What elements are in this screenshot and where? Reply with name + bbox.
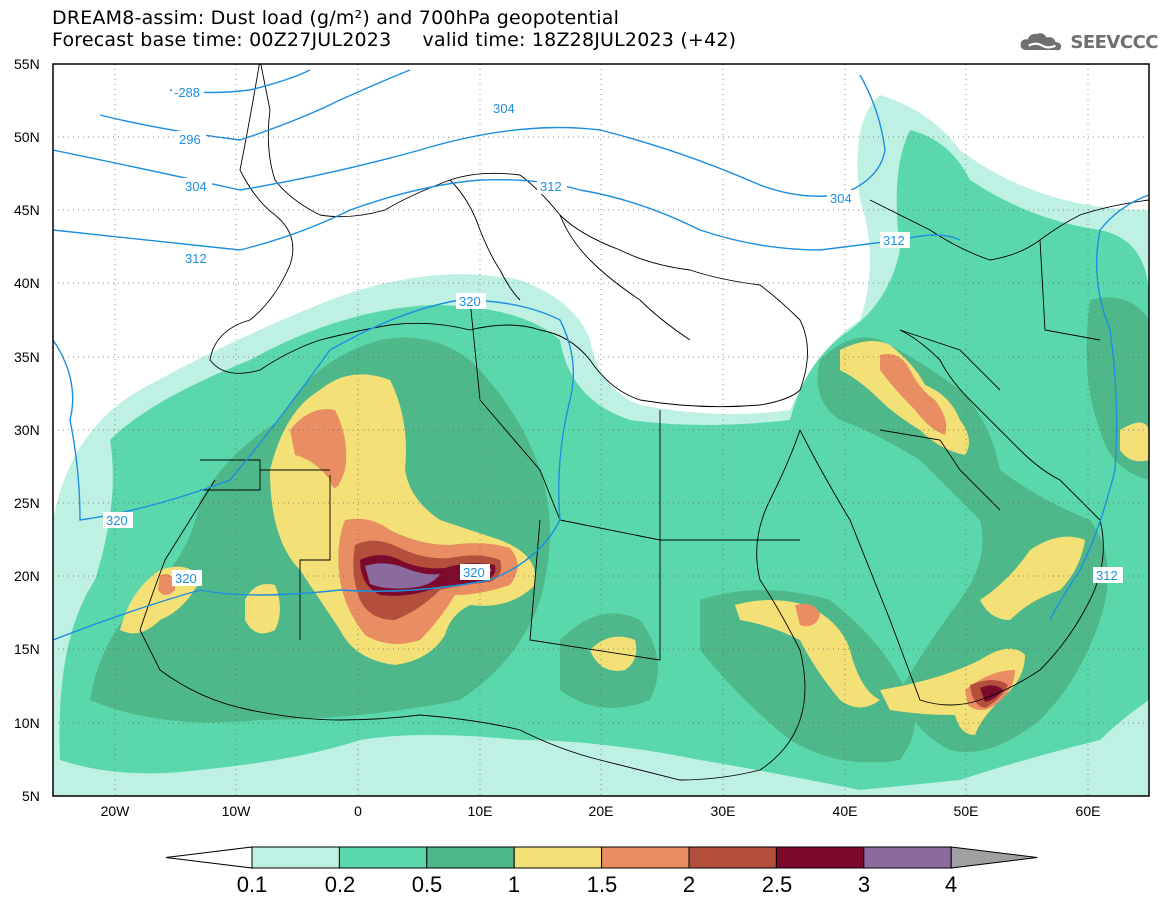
lat-tick-label: 15N	[14, 641, 40, 657]
lat-tick-label: 20N	[14, 568, 40, 584]
graticule	[53, 64, 1149, 796]
colorbar-swatch	[601, 846, 690, 869]
lon-tick-label: 30E	[711, 803, 736, 819]
longitude-labels: 20W 10W 0 10E 20E 30E 40E 50E 60E	[101, 803, 1101, 819]
plot-frame	[52, 63, 1150, 797]
lat-tick-label: 10N	[14, 715, 40, 731]
lon-tick-label: 40E	[833, 803, 858, 819]
colorbar-label: 1.5	[586, 872, 618, 897]
lon-tick-label: 20E	[589, 803, 614, 819]
contour-label: 304	[493, 101, 515, 116]
colorbar-label: 0.2	[324, 872, 356, 897]
contour-label: -288	[174, 85, 200, 100]
colorbar-swatch	[338, 846, 428, 869]
lon-tick-label: 10W	[222, 803, 252, 819]
colorbar-label: 2.5	[761, 872, 793, 897]
lon-tick-label: 0	[354, 803, 362, 819]
lon-tick-label: 10E	[468, 803, 493, 819]
dust-fields	[53, 64, 1149, 796]
seevccc-logo: SEEVCCC	[1018, 26, 1158, 58]
colorbar-label: 0.1	[236, 872, 268, 897]
contour-label: 312	[1096, 568, 1118, 583]
lat-tick-label: 45N	[14, 202, 40, 218]
colorbar-swatch	[251, 846, 340, 869]
lat-tick-label: 5N	[22, 788, 40, 804]
colorbar	[165, 846, 1038, 869]
lat-tick-label: 50N	[14, 129, 40, 145]
chart-title: DREAM8-assim: Dust load (g/m²) and 700hP…	[52, 7, 620, 29]
coastlines	[139, 64, 1149, 781]
contour-label: 304	[185, 179, 207, 194]
colorbar-label: 0.5	[411, 872, 443, 897]
contour-label: 320	[463, 565, 485, 580]
cloud-icon	[1020, 33, 1062, 51]
lat-tick-label: 35N	[14, 349, 40, 365]
chart-subtitle: Forecast base time: 00Z27JUL2023 valid t…	[52, 29, 737, 51]
contour-label: 320	[106, 513, 128, 528]
colorbar-label: 1	[507, 872, 521, 897]
logo-text: SEEVCCC	[1070, 31, 1158, 53]
colorbar-arrow-high	[950, 846, 1038, 869]
lat-tick-label: 40N	[14, 275, 40, 291]
colorbar-swatch	[863, 846, 952, 869]
colorbar-swatch	[513, 846, 603, 869]
colorbar-arrow-low	[165, 846, 253, 869]
lat-tick-label: 55N	[14, 56, 40, 72]
geopotential-contours	[53, 69, 1149, 641]
dust-level-2.5	[360, 555, 1003, 702]
contour-label: 304	[830, 191, 852, 206]
contour-label: 312	[185, 251, 207, 266]
lon-tick-label: 50E	[954, 803, 979, 819]
contour-label: 320	[459, 294, 481, 309]
contour-label: 312	[540, 179, 562, 194]
colorbar-swatch	[775, 846, 865, 869]
contour-labels: -288 296 304 312 304 312 304 312 320 320…	[103, 84, 1123, 586]
colorbar-label: 3	[857, 872, 871, 897]
colorbar-label: 4	[944, 872, 958, 897]
lon-tick-label: 60E	[1076, 803, 1101, 819]
colorbar-swatch	[426, 846, 515, 869]
contour-label: 320	[175, 571, 197, 586]
dust-level-1.5	[158, 354, 1015, 710]
contour-label: 312	[883, 233, 905, 248]
colorbar-swatch	[688, 846, 777, 869]
lat-tick-label: 25N	[14, 495, 40, 511]
lat-tick-label: 30N	[14, 422, 40, 438]
contour-label: 296	[179, 132, 201, 147]
colorbar-label: 2	[682, 872, 696, 897]
latitude-labels: 55N 50N 45N 40N 35N 30N 25N 20N 15N 10N …	[14, 56, 40, 804]
lon-tick-label: 20W	[101, 803, 131, 819]
dust-level-2	[353, 540, 1008, 708]
